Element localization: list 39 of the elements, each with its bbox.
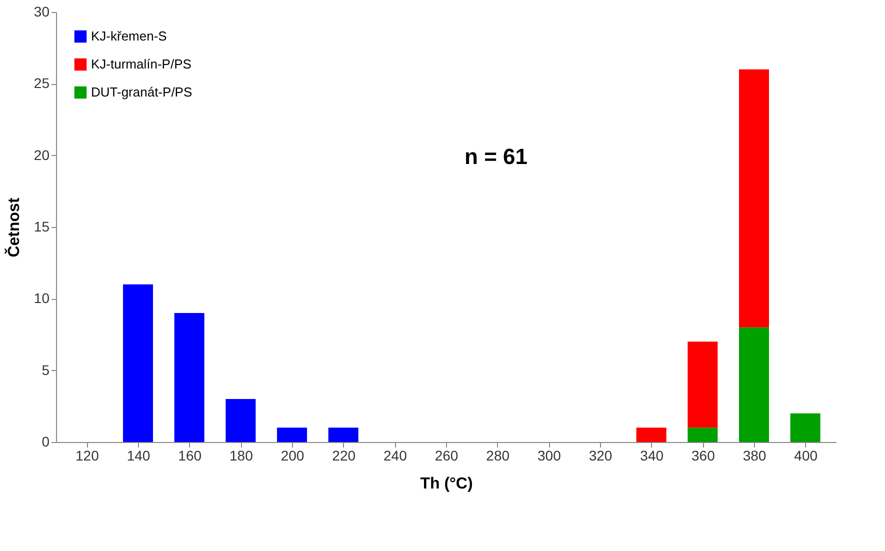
legend-label: KJ-křemen-S xyxy=(91,28,168,44)
bar xyxy=(328,428,358,442)
bar xyxy=(636,428,666,442)
y-axis-title: Četnost xyxy=(4,197,23,258)
x-tick-label: 120 xyxy=(75,448,100,464)
bar xyxy=(123,284,153,442)
bar xyxy=(226,399,256,442)
x-tick-label: 200 xyxy=(280,448,304,464)
x-tick-label: 180 xyxy=(229,448,254,464)
bar xyxy=(739,69,769,328)
x-tick-label: 160 xyxy=(178,448,202,464)
legend-label: KJ-turmalín-P/PS xyxy=(91,56,192,72)
bar xyxy=(739,327,769,442)
x-tick-label: 140 xyxy=(126,448,150,464)
y-tick-label: 15 xyxy=(34,218,50,234)
bar xyxy=(277,428,307,442)
bar xyxy=(174,313,204,442)
y-tick-label: 30 xyxy=(34,4,50,20)
x-tick-label: 320 xyxy=(588,448,612,464)
x-axis-title: Th (°C) xyxy=(420,476,473,492)
x-tick-label: 280 xyxy=(486,448,510,464)
y-tick-label: 10 xyxy=(34,290,50,306)
y-tick-label: 25 xyxy=(34,75,50,92)
x-tick-label: 340 xyxy=(640,448,664,464)
x-tick-label: 400 xyxy=(794,448,818,464)
bar xyxy=(688,428,718,442)
x-tick-label: 240 xyxy=(383,448,408,464)
bar xyxy=(688,342,718,428)
x-tick-label: 300 xyxy=(537,448,562,464)
annotation: n = 61 xyxy=(464,144,528,169)
x-tick-label: 360 xyxy=(691,448,716,464)
bar xyxy=(790,413,820,442)
y-tick-label: 20 xyxy=(34,146,50,163)
x-tick-label: 380 xyxy=(742,448,766,464)
legend-label: DUT-granát-P/PS xyxy=(91,84,192,100)
x-tick-label: 260 xyxy=(434,448,458,464)
y-tick-label: 5 xyxy=(42,362,50,378)
y-tick-label: 0 xyxy=(42,434,50,450)
x-tick-label: 220 xyxy=(332,448,356,464)
